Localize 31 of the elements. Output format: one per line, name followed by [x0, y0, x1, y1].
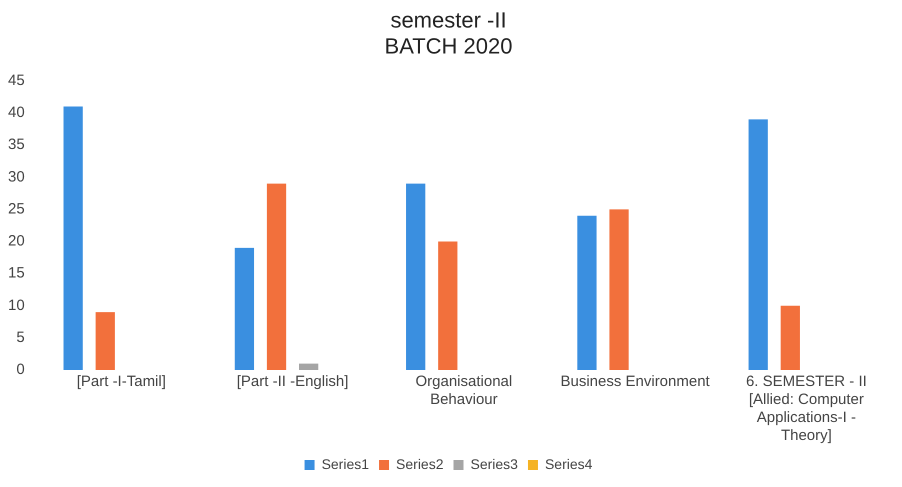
legend-label: Series3 [470, 456, 518, 472]
y-tick-label: 25 [8, 200, 25, 218]
legend-label: Series1 [322, 456, 370, 472]
bar [266, 184, 286, 370]
y-tick-label: 10 [8, 296, 25, 314]
y-tick-label: 30 [8, 168, 25, 186]
x-tick-label: Organisational Behaviour [415, 373, 512, 408]
bar [609, 209, 629, 370]
bar [64, 106, 83, 370]
x-tick-label: Business Environment [560, 373, 711, 390]
y-tick-label: 40 [8, 104, 25, 122]
x-tick-label: 6. SEMESTER - II [Allied: Computer Applications-I - Theory] [746, 373, 867, 444]
y-tick-label: 45 [8, 72, 25, 89]
y-tick-label: 0 [16, 361, 25, 378]
y-tick-label: 20 [8, 232, 25, 250]
x-tick-label: [Part -I-Tamil] [76, 373, 166, 390]
bar [438, 241, 458, 370]
y-tick-label: 15 [8, 264, 25, 282]
bar [748, 119, 768, 370]
x-tick-label: [Part -II -English] [236, 373, 348, 390]
chart-title: semester -II BATCH 2020 [384, 7, 512, 59]
legend-label: Series4 [544, 456, 593, 472]
y-tick-label: 5 [16, 329, 25, 346]
bar [234, 248, 254, 370]
y-tick-label: 35 [8, 136, 25, 154]
bar [577, 216, 597, 370]
bar [299, 364, 318, 370]
bar [406, 184, 426, 370]
bar [96, 312, 115, 370]
legend-label: Series2 [396, 456, 444, 472]
bar [780, 306, 800, 370]
